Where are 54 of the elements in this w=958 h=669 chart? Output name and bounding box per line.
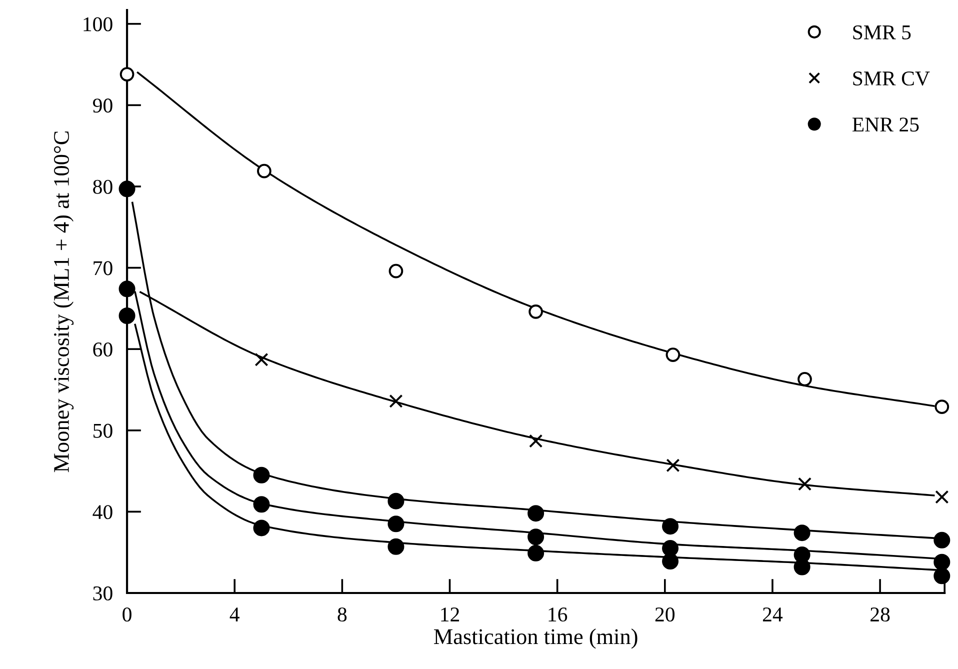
- y-tick-label: 50: [94, 424, 112, 438]
- y-axis-title: Mooney viscosity (ML1 + 4) at 100°C: [53, 132, 74, 472]
- point: [388, 516, 404, 532]
- point: [118, 280, 136, 298]
- y-tick-label: 70: [94, 261, 112, 276]
- point: [528, 544, 544, 562]
- x-tick-label: 12: [441, 608, 460, 622]
- point: [253, 520, 270, 536]
- point: [666, 348, 680, 362]
- y-tick-label: 90: [92, 98, 112, 113]
- x-tick-label: 4: [230, 608, 240, 622]
- point: [388, 264, 404, 278]
- y-tick-label: 80: [93, 180, 112, 194]
- point: [662, 553, 679, 570]
- point: [528, 304, 543, 319]
- point: [662, 540, 679, 557]
- point: [934, 532, 950, 548]
- x-tick-label: 16: [548, 608, 568, 622]
- point: [389, 394, 403, 408]
- point: [798, 477, 812, 491]
- legend-label: ENR 25: [852, 118, 919, 132]
- point: [794, 524, 810, 542]
- point: [118, 180, 136, 198]
- point: [118, 307, 136, 324]
- point: [254, 352, 268, 366]
- point: [662, 518, 679, 535]
- point: [798, 372, 812, 386]
- point: [528, 505, 544, 522]
- x-tick-label: 28: [870, 607, 890, 622]
- point: [794, 558, 810, 576]
- point: [257, 164, 272, 178]
- point: [529, 434, 543, 448]
- point: [666, 458, 680, 472]
- point: [253, 466, 270, 484]
- x-tick-label: 20: [655, 607, 675, 622]
- y-tick-label: 40: [92, 505, 112, 520]
- x-tick-label: 0: [122, 607, 132, 622]
- point: [120, 67, 134, 82]
- point: [388, 538, 404, 555]
- point: [934, 554, 950, 570]
- point: [388, 492, 404, 510]
- x-axis-title: Mastication time (min): [434, 628, 638, 649]
- y-tick-label: 60: [93, 342, 112, 357]
- point: [935, 490, 949, 504]
- legend-label: SMR 5: [853, 25, 911, 40]
- x-tick-label: 24: [762, 608, 783, 622]
- point: [934, 568, 950, 584]
- y-tick-label: 30: [93, 586, 112, 600]
- y-tick-label: 100: [84, 17, 112, 32]
- x-tick-label: 8: [338, 607, 347, 622]
- point: [253, 496, 270, 513]
- point: [934, 400, 950, 414]
- legend-label: SMR CV: [853, 72, 930, 86]
- point: [528, 528, 544, 546]
